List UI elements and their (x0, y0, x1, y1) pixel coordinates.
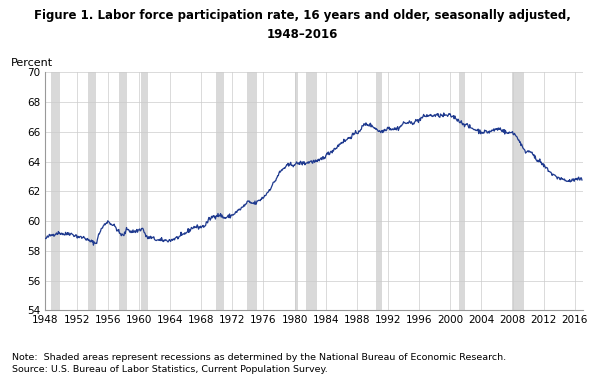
Bar (51, 73, 60, 310)
Text: Percent: Percent (10, 57, 53, 68)
Bar (376, 73, 382, 310)
Bar (141, 73, 148, 310)
Bar (120, 73, 127, 310)
Bar (460, 73, 465, 310)
Bar (88, 73, 96, 310)
Text: 1948–2016: 1948–2016 (266, 28, 338, 41)
Bar (512, 73, 524, 310)
Text: Figure 1. Labor force participation rate, 16 years and older, seasonally adjuste: Figure 1. Labor force participation rate… (34, 9, 570, 22)
Bar (306, 73, 317, 310)
Bar (216, 73, 224, 310)
Bar (247, 73, 257, 310)
Text: Note:  Shaded areas represent recessions as determined by the National Bureau of: Note: Shaded areas represent recessions … (12, 353, 506, 362)
Bar (295, 73, 298, 310)
Text: Source: U.S. Bureau of Labor Statistics, Current Population Survey.: Source: U.S. Bureau of Labor Statistics,… (12, 365, 328, 374)
